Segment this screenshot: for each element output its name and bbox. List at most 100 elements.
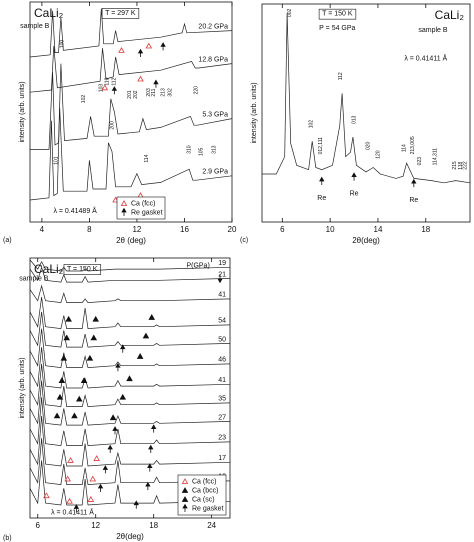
series-line xyxy=(29,397,231,446)
marker-arrow xyxy=(182,503,188,512)
marker-triangle xyxy=(93,455,100,461)
series-label: 54 xyxy=(218,318,226,325)
marker-arrow xyxy=(107,444,113,453)
y-axis-label: intensity (arb. units) xyxy=(251,82,258,143)
x-tick-label: 8 xyxy=(87,225,92,234)
annotation: 114 xyxy=(144,154,150,162)
marker-triangle xyxy=(87,496,95,502)
marker-arrow xyxy=(115,362,121,372)
marker-triangle xyxy=(101,84,109,91)
series-line xyxy=(29,266,231,283)
marker-triangle xyxy=(86,354,94,361)
annotation: 102 xyxy=(308,120,314,129)
panel-label: (c) xyxy=(240,237,248,244)
plot-frame xyxy=(261,3,471,223)
marker-triangle xyxy=(75,395,83,402)
marker-arrow xyxy=(153,79,159,88)
annotation: T = 297 K xyxy=(105,10,136,17)
series-label: 12.8 GPa xyxy=(198,56,228,63)
marker-triangle xyxy=(92,315,99,322)
marker-triangle xyxy=(60,354,68,361)
series-line xyxy=(29,438,231,485)
marker-arrow xyxy=(97,483,104,492)
annotation: Re xyxy=(317,195,326,202)
x-tick-label: 20 xyxy=(228,225,237,234)
annotation: 120 xyxy=(375,150,381,159)
annotation: 020 xyxy=(366,141,372,150)
annotation: sample B xyxy=(418,27,448,34)
annotation: 023 xyxy=(417,157,423,166)
marker-triangle xyxy=(63,334,71,341)
marker-arrow xyxy=(319,176,325,185)
annotation: T = 150 K xyxy=(322,11,353,18)
annotation: 102 xyxy=(81,95,87,104)
marker-arrow xyxy=(411,178,417,188)
annotation: 013 xyxy=(351,115,357,124)
legend-label: Ca (fcc) xyxy=(131,200,156,207)
marker-triangle xyxy=(64,475,71,482)
marker-triangle xyxy=(181,496,189,502)
series-line xyxy=(29,460,231,506)
annotation: 105 xyxy=(198,147,204,156)
annotation: Re xyxy=(350,191,359,198)
plot-frame xyxy=(29,257,231,519)
x-axis-label: 2θ(deg) xyxy=(352,236,380,245)
annotation: 215 xyxy=(452,161,458,170)
series-line xyxy=(29,380,231,426)
marker-triangle xyxy=(118,46,125,53)
legend-box xyxy=(116,196,166,220)
annotation-box xyxy=(318,8,357,20)
series-line xyxy=(29,259,231,272)
y-axis-label: intensity (arb. units) xyxy=(19,81,26,142)
x-tick-label: 18 xyxy=(149,521,158,530)
marker-triangle xyxy=(136,353,144,359)
marker-arrow xyxy=(111,86,118,95)
marker-arrow xyxy=(137,48,144,57)
marker-triangle xyxy=(67,457,74,463)
y-axis-label: intensity (arb. units) xyxy=(19,357,26,418)
annotation-box xyxy=(63,264,102,275)
series-label: 23 xyxy=(218,435,226,442)
x-axis-label: 2θ (deg) xyxy=(116,236,146,245)
series-label: 41 xyxy=(218,292,226,299)
marker-arrow xyxy=(121,207,127,216)
marker-arrow xyxy=(351,172,357,181)
annotation: 200 xyxy=(109,121,115,130)
annotation: 202 xyxy=(133,90,139,99)
annotation: 313 xyxy=(212,145,218,154)
marker-triangle xyxy=(148,314,156,320)
series-label: 46 xyxy=(218,357,226,364)
series-line xyxy=(29,45,233,93)
series-line xyxy=(29,415,231,467)
marker-triangle xyxy=(80,377,88,383)
x-tick-label: 18 xyxy=(421,225,430,234)
marker-triangle xyxy=(181,487,189,493)
series-label: 27 xyxy=(218,414,226,421)
annotation: λ = 0.41411 Å xyxy=(404,53,447,62)
series-line xyxy=(29,363,231,407)
annotation: Re xyxy=(409,197,418,204)
marker-triangle xyxy=(71,412,78,419)
panel-label: (a) xyxy=(3,237,12,244)
series-label: 41 xyxy=(218,377,226,384)
annotation: P(GPa) xyxy=(186,262,209,269)
annotation: 112 xyxy=(338,72,344,80)
series-line xyxy=(30,63,233,150)
annotation: 203 xyxy=(146,88,152,97)
marker-triangle xyxy=(89,475,97,482)
series-line xyxy=(262,12,471,184)
marker-triangle xyxy=(142,332,150,339)
plot-frame xyxy=(29,1,233,223)
panel-label: (b) xyxy=(3,535,12,542)
marker-triangle xyxy=(58,377,66,383)
x-tick-label: 12 xyxy=(91,521,100,530)
x-axis-label: 2θ(deg) xyxy=(116,532,144,541)
x-tick-label: 6 xyxy=(280,225,285,234)
legend-label: Ca (fcc) xyxy=(192,478,217,485)
series-label: 50 xyxy=(218,336,226,343)
pressure-arrow xyxy=(217,274,223,284)
marker-arrow xyxy=(160,42,166,51)
marker-triangle xyxy=(137,75,144,82)
marker-triangle xyxy=(53,412,61,419)
